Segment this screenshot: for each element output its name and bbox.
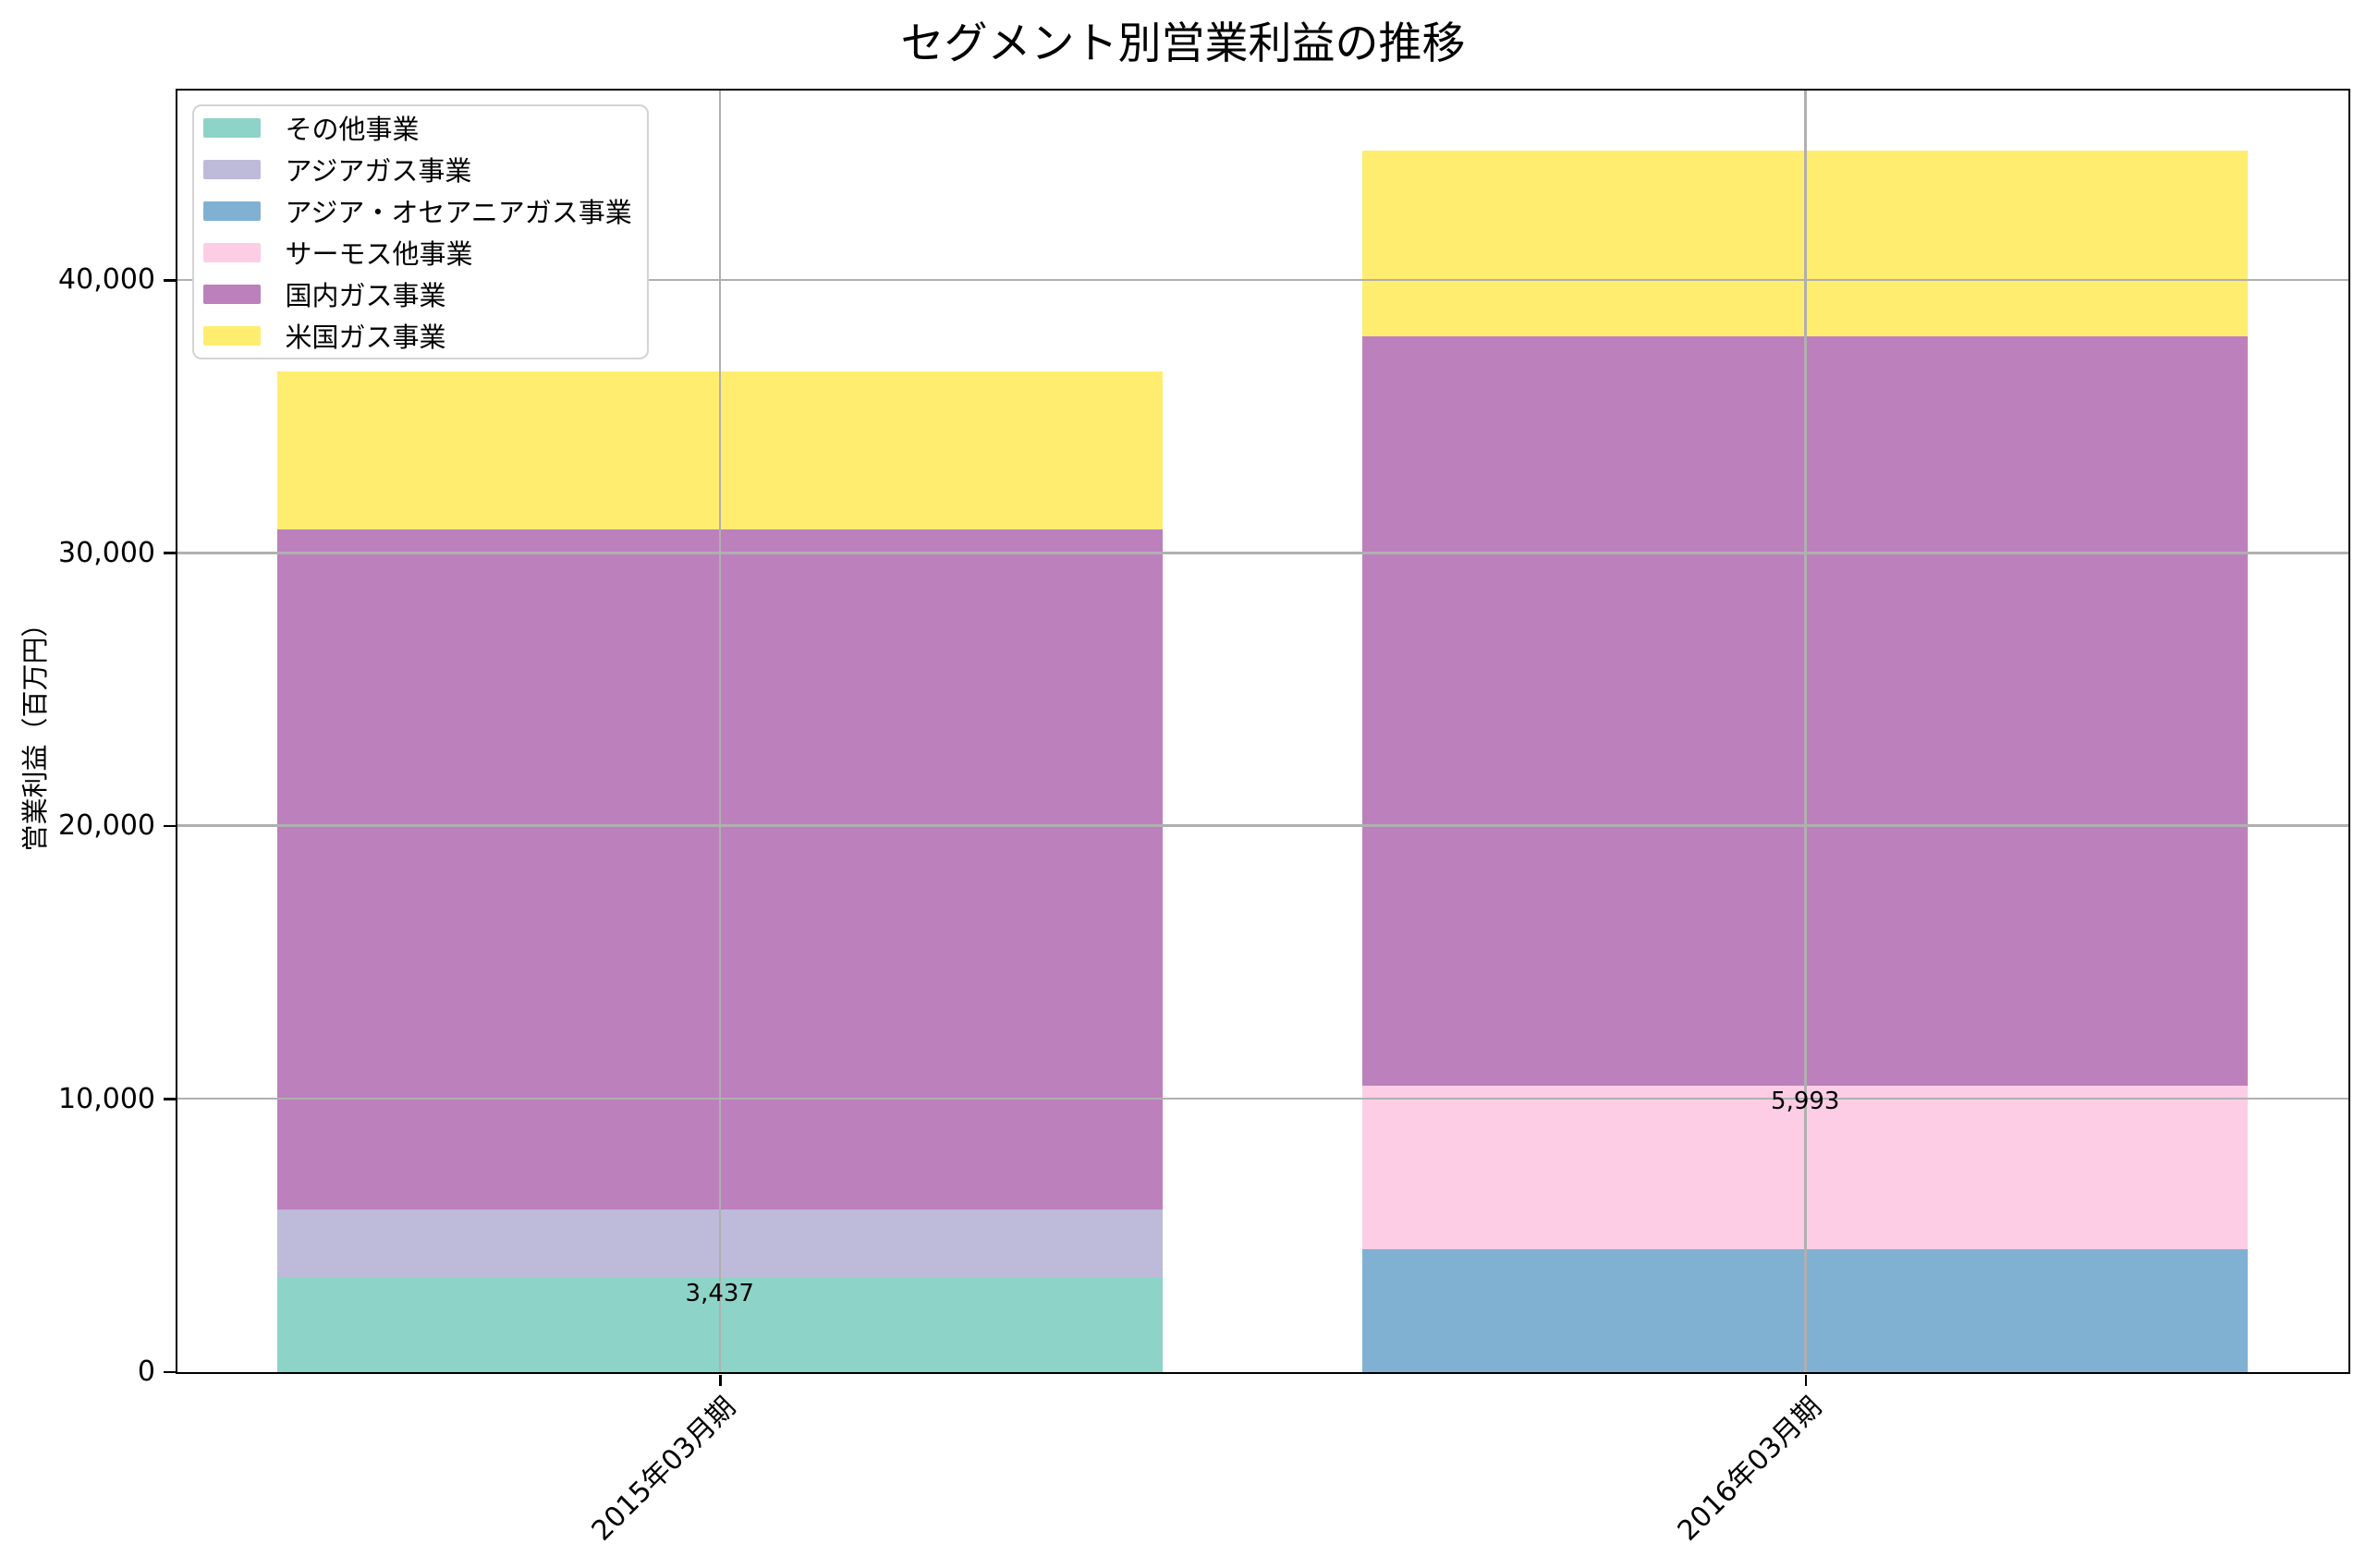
x-tick-mark <box>719 1375 722 1386</box>
legend-item-label: 国内ガス事業 <box>285 280 446 311</box>
y-tick-mark <box>164 1098 176 1100</box>
gridline-horizontal <box>177 824 2348 827</box>
legend-swatch-icon <box>202 242 261 262</box>
legend-item-label: アジア・オセアニアガス事業 <box>285 197 632 228</box>
y-tick-label: 0 <box>137 1355 155 1388</box>
plot-area: 3,437 5,993 その他事業アジアガス事業アジア・オセアニアガス事業 サーモス他… <box>175 88 2350 1374</box>
legend-item-label: アジアガス事業 <box>285 155 472 187</box>
legend-item-label: サーモス他事業 <box>285 238 473 270</box>
y-tick-label: 10,000 <box>58 1082 155 1115</box>
legend-swatch-icon <box>202 117 261 138</box>
legend-item-label: 米国ガス事業 <box>285 322 446 353</box>
x-tick-mark <box>1804 1375 1807 1386</box>
y-tick-label: 20,000 <box>58 809 155 843</box>
gridline-horizontal <box>177 278 2348 282</box>
legend-swatch-icon <box>202 284 261 304</box>
legend-item-米国ガス事業: 米国ガス事業 <box>202 315 647 357</box>
legend-item-アジア・オセアニアガス事業: アジア・オセアニアガス事業 <box>202 190 647 232</box>
y-tick-mark <box>164 1370 176 1374</box>
x-tick-label: 2015年03月期 <box>585 1391 743 1548</box>
legend-item-その他事業: その他事業 <box>202 107 647 149</box>
gridline-horizontal <box>177 552 2348 554</box>
gridline-horizontal <box>177 1097 2348 1100</box>
legend-swatch-icon <box>202 325 261 346</box>
x-tick-label: 2016年03月期 <box>1671 1391 1828 1548</box>
gridline-vertical <box>1804 90 1807 1372</box>
y-tick-mark <box>164 824 176 828</box>
y-tick-label: 40,000 <box>58 263 155 297</box>
legend-swatch-icon <box>202 201 261 221</box>
legend-item-label: その他事業 <box>285 114 420 145</box>
gridline-vertical <box>718 90 721 1372</box>
legend-item-サーモス他事業: サーモス他事業 <box>202 232 647 273</box>
chart-title: セグメント別営業利益の推移 <box>900 18 1466 69</box>
bar-value-label: 5,993 <box>1771 1088 1840 1116</box>
y-tick-mark <box>164 279 176 282</box>
y-tick-label: 30,000 <box>58 536 155 569</box>
y-tick-mark <box>164 552 176 554</box>
legend-item-アジアガス事業: アジアガス事業 <box>202 149 647 190</box>
legend-item-国内ガス事業: 国内ガス事業 <box>202 273 647 315</box>
bar-value-label: 3,437 <box>685 1279 754 1307</box>
legend-swatch-icon <box>202 159 261 179</box>
legend: その他事業アジアガス事業アジア・オセアニアガス事業 サーモス他事業 国内ガス事業 米国… <box>191 103 649 359</box>
